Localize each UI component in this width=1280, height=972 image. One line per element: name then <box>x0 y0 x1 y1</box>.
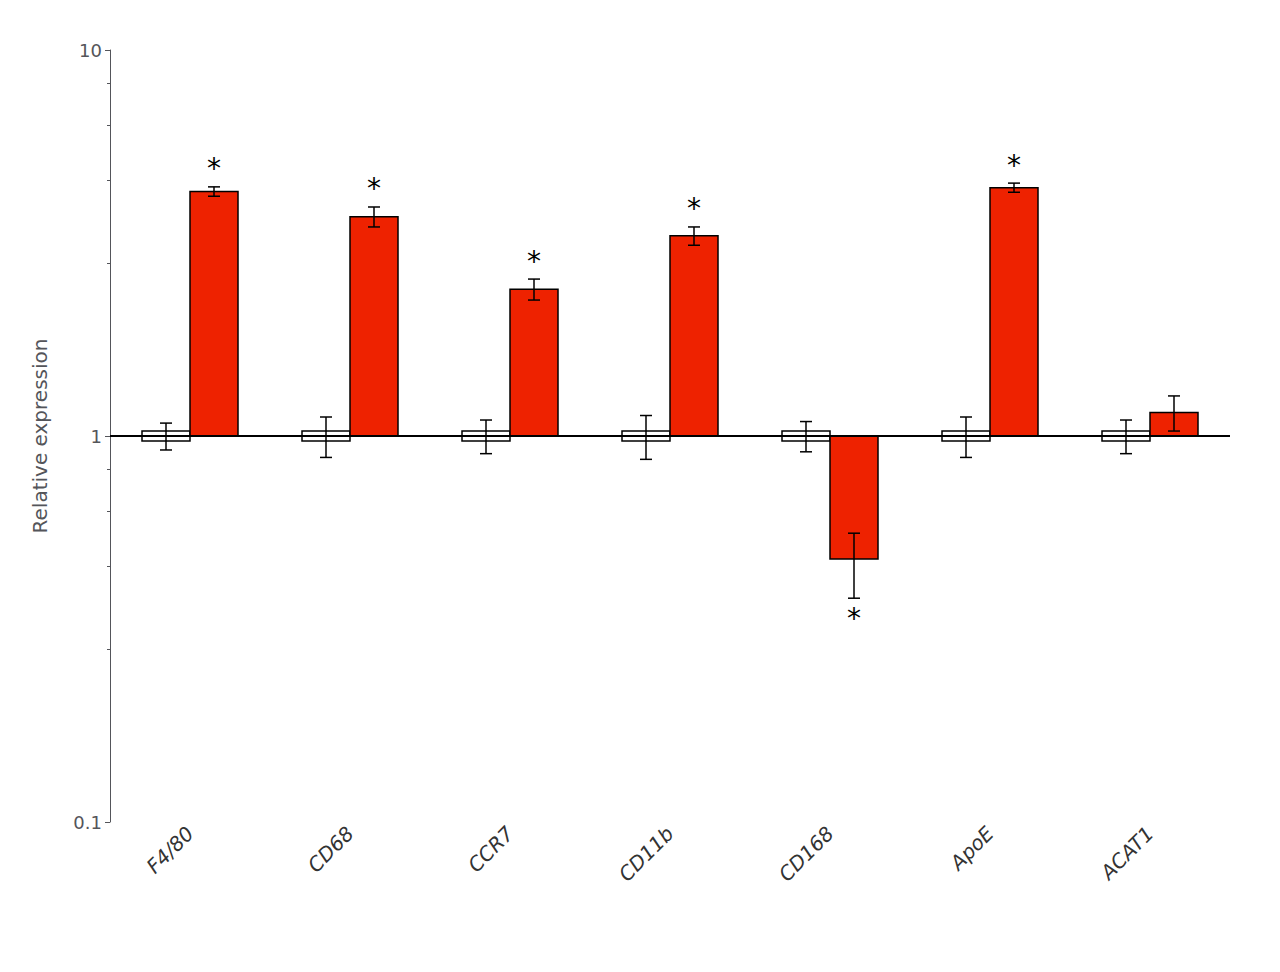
svg-text:*: * <box>367 172 381 205</box>
svg-text:CD11b: CD11b <box>614 822 679 887</box>
svg-text:*: * <box>207 152 221 185</box>
svg-text:CCR7: CCR7 <box>463 821 519 877</box>
svg-text:ACAT1: ACAT1 <box>1094 822 1158 886</box>
svg-text:ApoE: ApoE <box>944 821 999 876</box>
svg-text:1: 1 <box>91 426 102 447</box>
svg-text:*: * <box>687 192 701 225</box>
svg-text:*: * <box>1007 149 1021 182</box>
svg-text:F4/80: F4/80 <box>142 822 199 879</box>
svg-text:CD68: CD68 <box>303 822 359 878</box>
svg-text:*: * <box>847 602 861 635</box>
svg-text:10: 10 <box>79 40 102 61</box>
svg-text:Relative expression: Relative expression <box>28 339 52 534</box>
svg-text:*: * <box>527 245 541 278</box>
svg-text:0.1: 0.1 <box>73 812 102 833</box>
svg-text:CD168: CD168 <box>774 822 839 887</box>
